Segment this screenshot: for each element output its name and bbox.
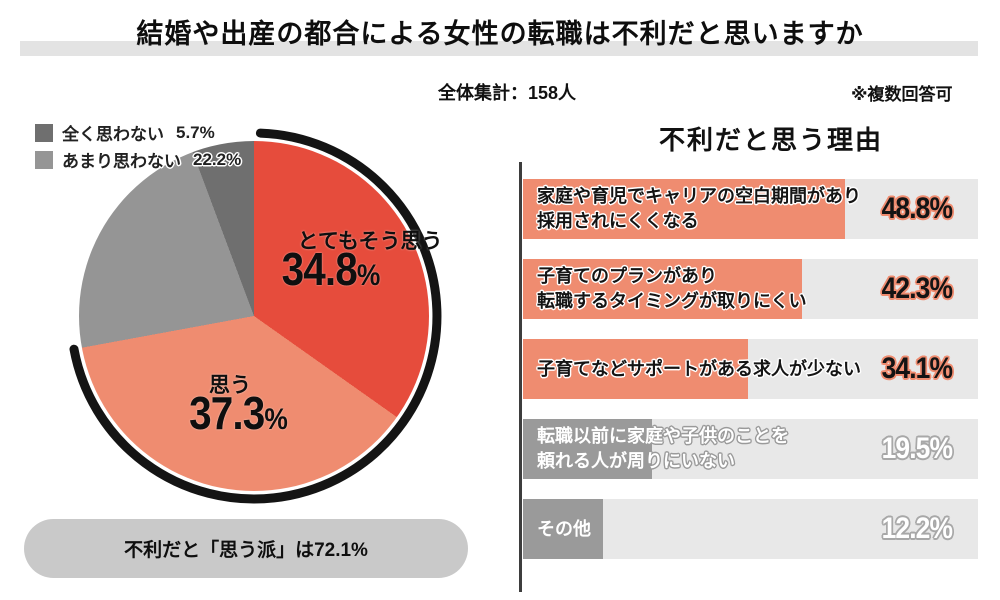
- pie-value-number: 37.3: [189, 387, 265, 439]
- bar-value-label: 48.8%: [881, 192, 953, 225]
- legend-label: あまり思わない: [62, 152, 181, 171]
- bar-row: 子育てのプランがあり 転職するタイミングが取りにくい 42.3%: [523, 259, 978, 319]
- bar-fill: [523, 419, 652, 479]
- pie-slice-value-strong-agree: 34.8%: [245, 244, 417, 301]
- bar-row: 子育てなどサポートがある求人が少ない 34.1%: [523, 339, 978, 399]
- sample-size-label: 全体集計：158人: [437, 83, 577, 103]
- legend-value: 5.7%: [176, 122, 215, 142]
- pie-slice-label-strong-agree: とてもそう思う: [297, 230, 443, 253]
- bar-chart-title: 不利だと思う理由: [658, 125, 883, 155]
- highlight-arc: [69, 128, 442, 504]
- bar-row: その他 12.2%: [523, 499, 978, 559]
- page-title: 結婚や出産の都合による女性の転職は不利だと思いますか: [136, 19, 864, 49]
- bar-chart: 家庭や育児でキャリアの空白期間があり 採用されにくくなる 48.8% 子育てのプラン…: [523, 179, 978, 579]
- pie-slice-label-agree: 思う: [209, 374, 251, 397]
- pie-value-number: 34.8: [281, 243, 358, 295]
- bar-row: 家庭や育児でキャリアの空白期間があり 採用されにくくなる 48.8%: [523, 179, 978, 239]
- bar-category-label: 子育てのプランがあり 転職するタイミングが取りにくい: [537, 266, 807, 311]
- legend-item: あまり思わない 22.2%: [35, 146, 241, 173]
- bar-category-label: 転職以前に家庭や子供のことを 頼れる人が周りにいない: [537, 426, 789, 471]
- multiple-answers-note: ※複数回答可: [851, 85, 953, 104]
- bar-value-label: 34.1%: [881, 352, 953, 385]
- bar-row: 転職以前に家庭や子供のことを 頼れる人が周りにいない 19.5%: [523, 419, 978, 479]
- bar-category-label: その他: [537, 518, 591, 539]
- bar-fill: [523, 259, 802, 319]
- legend-swatch: [35, 123, 53, 142]
- legend-item: 全く思わない 5.7%: [35, 119, 241, 146]
- bar-category-label: 家庭や育児でキャリアの空白期間があり 採用されにくくなる: [537, 186, 861, 231]
- summary-pill: 不利だと「思う派」は72.1%: [24, 519, 468, 578]
- bar-value-label: 12.2%: [881, 512, 953, 545]
- pie-legend: 全く思わない 5.7% あまり思わない 22.2%: [35, 119, 241, 173]
- legend-swatch: [35, 150, 53, 169]
- bar-category-label: 子育てなどサポートがある求人が少ない: [537, 358, 861, 379]
- pie-slice-value-agree: 37.3%: [154, 388, 321, 445]
- bar-axis-line: [519, 162, 522, 592]
- percent-sign: %: [356, 259, 380, 292]
- percent-sign: %: [264, 403, 287, 436]
- bar-value-label: 42.3%: [881, 272, 953, 305]
- bar-fill: [523, 499, 604, 559]
- title-highlight-band: [20, 41, 978, 56]
- pie-chart: [79, 141, 429, 491]
- bar-fill: [523, 339, 748, 399]
- bar-fill: [523, 179, 845, 239]
- bar-value-label: 19.5%: [881, 432, 953, 465]
- legend-value: 22.2%: [193, 149, 242, 169]
- legend-label: 全く思わない: [62, 125, 164, 144]
